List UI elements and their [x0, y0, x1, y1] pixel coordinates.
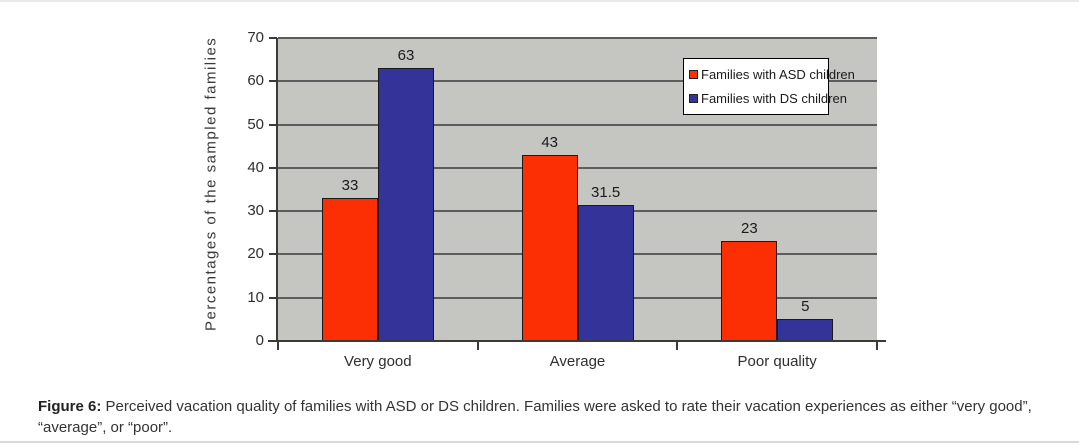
y-tick-70: [269, 37, 277, 39]
y-tick-30: [269, 210, 277, 213]
bar-value-label: 23: [740, 220, 758, 238]
gridline-60: [278, 80, 877, 83]
bar-ds-0: [378, 68, 434, 341]
legend-swatch-asd: [689, 70, 698, 79]
bar-value-label: 63: [397, 47, 415, 65]
legend-label: Families with ASD children: [701, 67, 855, 82]
legend-label: Families with DS children: [701, 91, 847, 106]
x-tick-0: [277, 342, 279, 350]
y-tick-60: [269, 80, 277, 83]
legend-item-asd: Families with ASD children: [689, 67, 855, 82]
y-tick-0: [269, 340, 277, 342]
page-bottom-divider: [0, 441, 1079, 443]
figure-caption: Figure 6: Perceived vacation quality of …: [38, 396, 1064, 438]
y-axis-line: [276, 38, 278, 342]
x-category-label: Average: [549, 353, 606, 370]
x-tick-3: [876, 342, 878, 350]
figure-chart: Percentages of the sampled families 33 43…: [202, 29, 886, 370]
gridline-50: [278, 123, 877, 126]
y-tick-50: [269, 123, 277, 126]
gridline-70: [278, 37, 877, 39]
figure-label: Figure 6:: [38, 398, 102, 415]
bar-asd-0: [322, 198, 378, 341]
y-tick-label-0: 0: [255, 332, 264, 349]
page-top-divider: [0, 0, 1079, 2]
bar-asd-1: [521, 154, 578, 341]
y-tick-label-70: 70: [247, 29, 264, 46]
y-tick-label-30: 30: [247, 202, 264, 220]
y-tick-label-20: 20: [247, 245, 264, 263]
x-category-label: Poor quality: [737, 353, 817, 370]
bar-value-label: 31.5: [591, 183, 621, 201]
x-tick-1: [476, 342, 479, 350]
x-tick-2: [676, 342, 679, 350]
y-tick-10: [269, 296, 277, 299]
legend: Families with ASD children Families with …: [683, 58, 855, 115]
bar-value-label: 5: [801, 298, 810, 316]
bar-value-label: 43: [541, 133, 558, 151]
x-category-label: Very good: [344, 353, 412, 370]
legend-swatch-ds: [689, 94, 698, 103]
bar-value-label: 33: [341, 177, 359, 195]
y-tick-label-50: 50: [247, 115, 264, 133]
bar-ds-2: [777, 319, 834, 341]
legend-item-ds: Families with DS children: [689, 91, 847, 106]
y-tick-label-10: 10: [247, 288, 264, 306]
x-axis-line: [268, 340, 886, 342]
y-tick-20: [269, 253, 277, 256]
y-tick-label-40: 40: [247, 158, 264, 176]
bar-ds-1: [577, 204, 634, 341]
bar-asd-2: [721, 241, 778, 341]
y-tick-40: [269, 166, 277, 169]
figure-caption-text: Perceived vacation quality of families w…: [38, 398, 1032, 436]
y-axis-title: Percentages of the sampled families: [202, 36, 220, 332]
y-tick-label-60: 60: [247, 72, 264, 90]
